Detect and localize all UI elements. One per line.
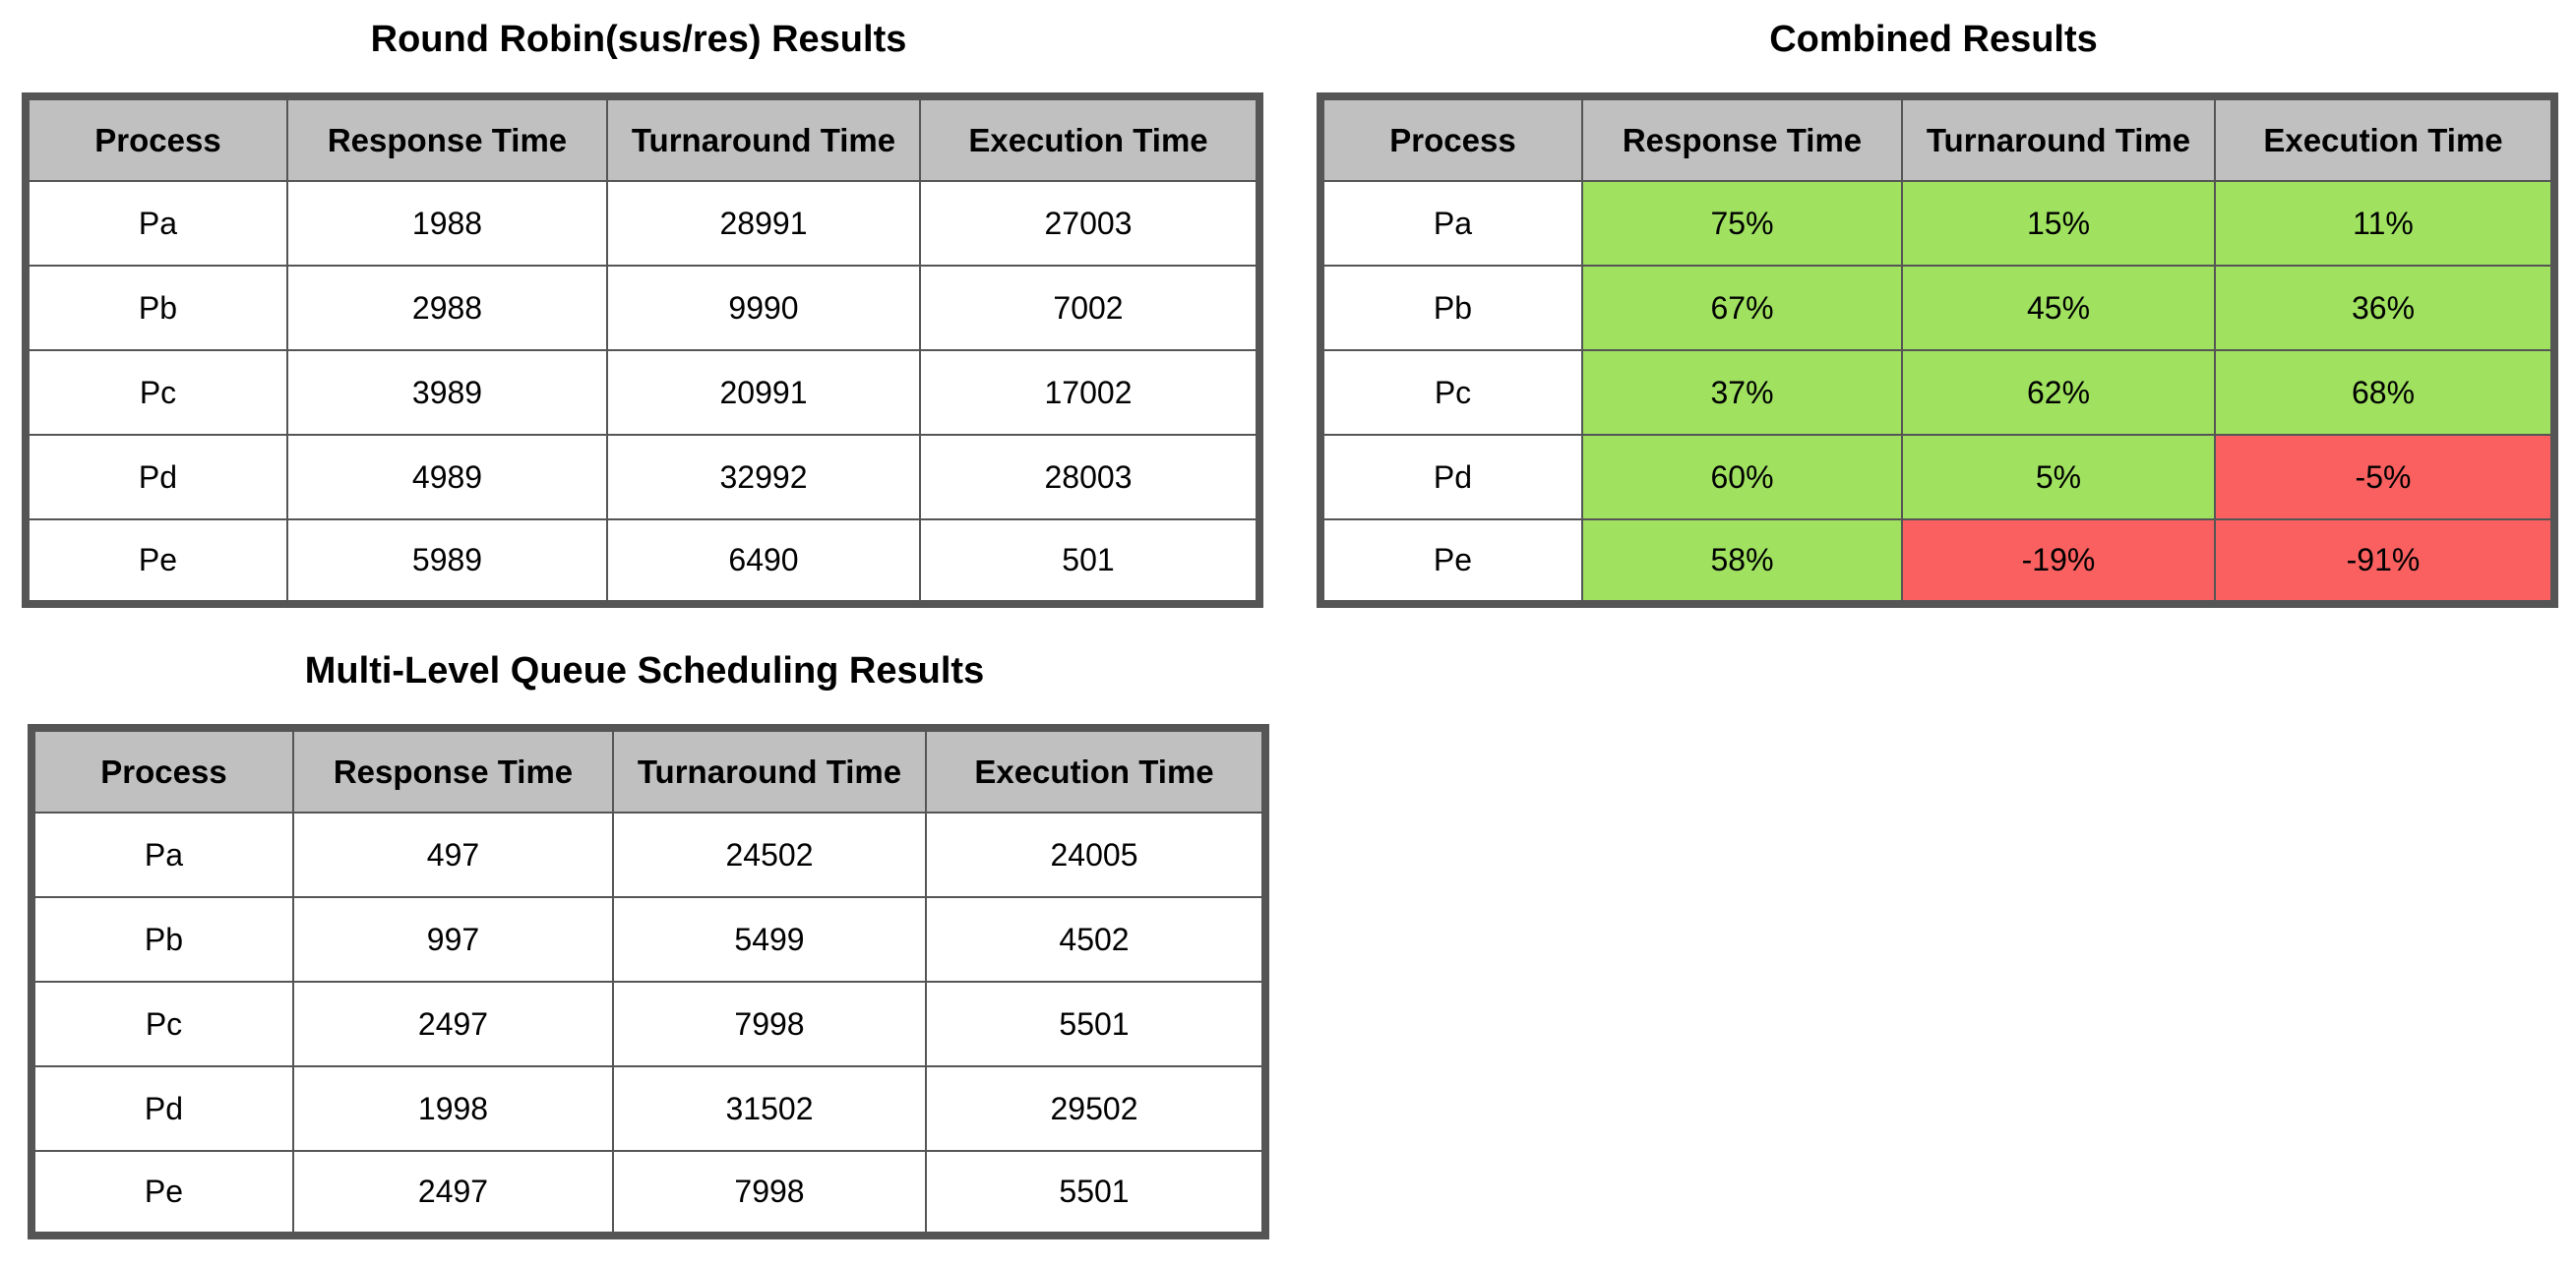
cell-process: Pd	[31, 1065, 294, 1152]
cell-turnaround-time: 15%	[1901, 180, 2216, 267]
table-row: Pe 2497 7998 5501	[31, 1150, 1266, 1237]
cell-process: Pc	[1319, 349, 1583, 436]
round-robin-panel: Round Robin(sus/res) Results Process Res…	[22, 18, 1263, 614]
header-process: Process	[1319, 95, 1583, 182]
header-turnaround-time: Turnaround Time	[1901, 95, 2216, 182]
multi-level-queue-table: Process Response Time Turnaround Time Ex…	[28, 724, 1269, 1239]
cell-turnaround-time: 32992	[606, 434, 921, 520]
table-row: Pb 997 5499 4502	[31, 896, 1266, 983]
cell-response-time: 1998	[292, 1065, 614, 1152]
cell-execution-time: 28003	[919, 434, 1260, 520]
cell-response-time: 60%	[1581, 434, 1903, 520]
cell-execution-time: 68%	[2214, 349, 2555, 436]
cell-process: Pb	[25, 265, 288, 351]
header-process: Process	[25, 95, 288, 182]
cell-response-time: 497	[292, 812, 614, 898]
cell-execution-time: -5%	[2214, 434, 2555, 520]
cell-response-time: 1988	[286, 180, 608, 267]
cell-response-time: 37%	[1581, 349, 1903, 436]
cell-turnaround-time: 5499	[612, 896, 927, 983]
cell-response-time: 58%	[1581, 518, 1903, 605]
cell-execution-time: 501	[919, 518, 1260, 605]
cell-turnaround-time: -19%	[1901, 518, 2216, 605]
round-robin-table: Process Response Time Turnaround Time Ex…	[22, 92, 1263, 608]
multi-level-queue-title: Multi-Level Queue Scheduling Results	[304, 650, 985, 692]
multi-level-queue-panel: Multi-Level Queue Scheduling Results Pro…	[28, 649, 1269, 1245]
header-turnaround-time: Turnaround Time	[606, 95, 921, 182]
cell-process: Pe	[31, 1150, 294, 1237]
header-response-time: Response Time	[292, 727, 614, 814]
table-row: Pa 1988 28991 27003	[25, 180, 1260, 267]
cell-turnaround-time: 7998	[612, 981, 927, 1067]
cell-process: Pb	[1319, 265, 1583, 351]
table-row: Pb 67% 45% 36%	[1319, 265, 2555, 351]
header-response-time: Response Time	[286, 95, 608, 182]
cell-response-time: 2988	[286, 265, 608, 351]
table-row: Pa 75% 15% 11%	[1319, 180, 2555, 267]
combined-title: Combined Results	[1769, 19, 2098, 60]
cell-execution-time: 36%	[2214, 265, 2555, 351]
header-execution-time: Execution Time	[919, 95, 1260, 182]
cell-response-time: 2497	[292, 1150, 614, 1237]
cell-execution-time: 27003	[919, 180, 1260, 267]
cell-process: Pd	[25, 434, 288, 520]
cell-process: Pa	[31, 812, 294, 898]
cell-turnaround-time: 5%	[1901, 434, 2216, 520]
table-header-row: Process Response Time Turnaround Time Ex…	[31, 727, 1266, 814]
table-row: Pa 497 24502 24005	[31, 812, 1266, 898]
cell-execution-time: 5501	[925, 981, 1266, 1067]
cell-turnaround-time: 31502	[612, 1065, 927, 1152]
cell-response-time: 997	[292, 896, 614, 983]
cell-turnaround-time: 6490	[606, 518, 921, 605]
cell-process: Pa	[1319, 180, 1583, 267]
table-row: Pd 4989 32992 28003	[25, 434, 1260, 520]
cell-process: Pd	[1319, 434, 1583, 520]
cell-turnaround-time: 45%	[1901, 265, 2216, 351]
cell-process: Pc	[31, 981, 294, 1067]
cell-turnaround-time: 20991	[606, 349, 921, 436]
cell-execution-time: 24005	[925, 812, 1266, 898]
table-row: Pd 1998 31502 29502	[31, 1065, 1266, 1152]
combined-table: Process Response Time Turnaround Time Ex…	[1317, 92, 2558, 608]
table-row: Pc 2497 7998 5501	[31, 981, 1266, 1067]
cell-response-time: 3989	[286, 349, 608, 436]
cell-execution-time: 29502	[925, 1065, 1266, 1152]
cell-response-time: 75%	[1581, 180, 1903, 267]
table-header-row: Process Response Time Turnaround Time Ex…	[1319, 95, 2555, 182]
cell-turnaround-time: 62%	[1901, 349, 2216, 436]
header-execution-time: Execution Time	[925, 727, 1266, 814]
cell-process: Pc	[25, 349, 288, 436]
cell-execution-time: 11%	[2214, 180, 2555, 267]
table-row: Pb 2988 9990 7002	[25, 265, 1260, 351]
header-response-time: Response Time	[1581, 95, 1903, 182]
round-robin-title: Round Robin(sus/res) Results	[370, 19, 907, 60]
cell-execution-time: 7002	[919, 265, 1260, 351]
cell-response-time: 67%	[1581, 265, 1903, 351]
table-row: Pc 37% 62% 68%	[1319, 349, 2555, 436]
header-execution-time: Execution Time	[2214, 95, 2555, 182]
table-row: Pc 3989 20991 17002	[25, 349, 1260, 436]
cell-process: Pb	[31, 896, 294, 983]
combined-panel: Combined Results Process Response Time T…	[1317, 18, 2558, 614]
cell-process: Pe	[1319, 518, 1583, 605]
cell-response-time: 5989	[286, 518, 608, 605]
cell-process: Pa	[25, 180, 288, 267]
table-row: Pd 60% 5% -5%	[1319, 434, 2555, 520]
cell-turnaround-time: 9990	[606, 265, 921, 351]
cell-response-time: 2497	[292, 981, 614, 1067]
cell-turnaround-time: 7998	[612, 1150, 927, 1237]
cell-execution-time: 17002	[919, 349, 1260, 436]
cell-execution-time: -91%	[2214, 518, 2555, 605]
header-process: Process	[31, 727, 294, 814]
cell-execution-time: 5501	[925, 1150, 1266, 1237]
table-header-row: Process Response Time Turnaround Time Ex…	[25, 95, 1260, 182]
cell-process: Pe	[25, 518, 288, 605]
cell-execution-time: 4502	[925, 896, 1266, 983]
cell-response-time: 4989	[286, 434, 608, 520]
table-row: Pe 58% -19% -91%	[1319, 518, 2555, 605]
cell-turnaround-time: 24502	[612, 812, 927, 898]
header-turnaround-time: Turnaround Time	[612, 727, 927, 814]
table-row: Pe 5989 6490 501	[25, 518, 1260, 605]
cell-turnaround-time: 28991	[606, 180, 921, 267]
